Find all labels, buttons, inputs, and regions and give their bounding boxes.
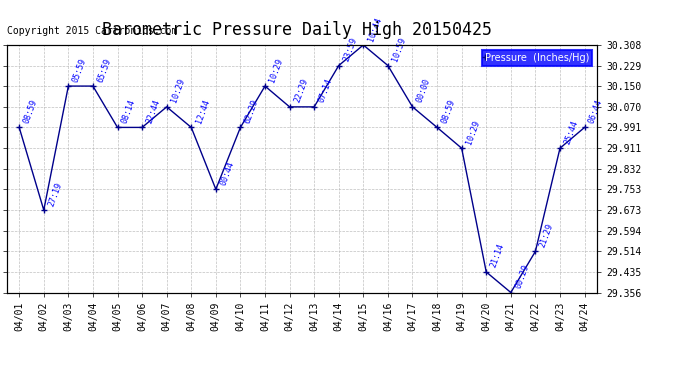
- Text: 00:00: 00:00: [415, 78, 432, 104]
- Pressure  (Inches/Hg): [187, 125, 195, 130]
- Pressure  (Inches/Hg): [261, 84, 269, 88]
- Pressure  (Inches/Hg): [531, 249, 540, 254]
- Pressure  (Inches/Hg): [212, 187, 220, 192]
- Text: 22:29: 22:29: [293, 78, 309, 104]
- Text: 23:59: 23:59: [342, 36, 359, 63]
- Legend: Pressure  (Inches/Hg): Pressure (Inches/Hg): [482, 50, 592, 66]
- Text: 21:29: 21:29: [538, 222, 555, 249]
- Text: 05:59: 05:59: [71, 57, 88, 83]
- Text: 10:29: 10:29: [268, 57, 285, 83]
- Text: 12:44: 12:44: [194, 98, 211, 124]
- Text: 25:44: 25:44: [563, 119, 580, 146]
- Text: 10:44: 10:44: [366, 16, 383, 42]
- Line: Pressure  (Inches/Hg): Pressure (Inches/Hg): [17, 42, 587, 295]
- Pressure  (Inches/Hg): [384, 63, 392, 68]
- Text: 65:59: 65:59: [96, 57, 112, 83]
- Pressure  (Inches/Hg): [335, 63, 343, 68]
- Text: 10:29: 10:29: [464, 119, 482, 146]
- Pressure  (Inches/Hg): [15, 125, 23, 130]
- Pressure  (Inches/Hg): [482, 270, 491, 274]
- Text: 00:44: 00:44: [219, 160, 235, 186]
- Pressure  (Inches/Hg): [408, 105, 417, 109]
- Text: 10:59: 10:59: [391, 36, 408, 63]
- Pressure  (Inches/Hg): [286, 105, 294, 109]
- Text: 10:29: 10:29: [170, 78, 186, 104]
- Pressure  (Inches/Hg): [580, 125, 589, 130]
- Text: 00:29: 00:29: [513, 263, 531, 290]
- Text: 08:14: 08:14: [120, 98, 137, 124]
- Text: 08:59: 08:59: [440, 98, 457, 124]
- Text: 06:44: 06:44: [587, 98, 604, 124]
- Text: 27:19: 27:19: [46, 181, 63, 207]
- Pressure  (Inches/Hg): [64, 84, 72, 88]
- Pressure  (Inches/Hg): [433, 125, 441, 130]
- Text: 62:29: 62:29: [243, 98, 260, 124]
- Pressure  (Inches/Hg): [310, 105, 318, 109]
- Pressure  (Inches/Hg): [506, 290, 515, 295]
- Text: 22:44: 22:44: [145, 98, 162, 124]
- Pressure  (Inches/Hg): [89, 84, 97, 88]
- Pressure  (Inches/Hg): [359, 43, 368, 47]
- Text: Barometric Pressure Daily High 20150425: Barometric Pressure Daily High 20150425: [101, 21, 492, 39]
- Pressure  (Inches/Hg): [236, 125, 244, 130]
- Pressure  (Inches/Hg): [113, 125, 121, 130]
- Text: 08:59: 08:59: [22, 98, 39, 124]
- Pressure  (Inches/Hg): [138, 125, 146, 130]
- Pressure  (Inches/Hg): [457, 146, 466, 150]
- Text: Copyright 2015 Cartronics.com: Copyright 2015 Cartronics.com: [7, 26, 177, 36]
- Pressure  (Inches/Hg): [556, 146, 564, 150]
- Pressure  (Inches/Hg): [163, 105, 171, 109]
- Pressure  (Inches/Hg): [39, 208, 48, 212]
- Text: 21:14: 21:14: [489, 243, 506, 269]
- Text: 07:14: 07:14: [317, 78, 334, 104]
